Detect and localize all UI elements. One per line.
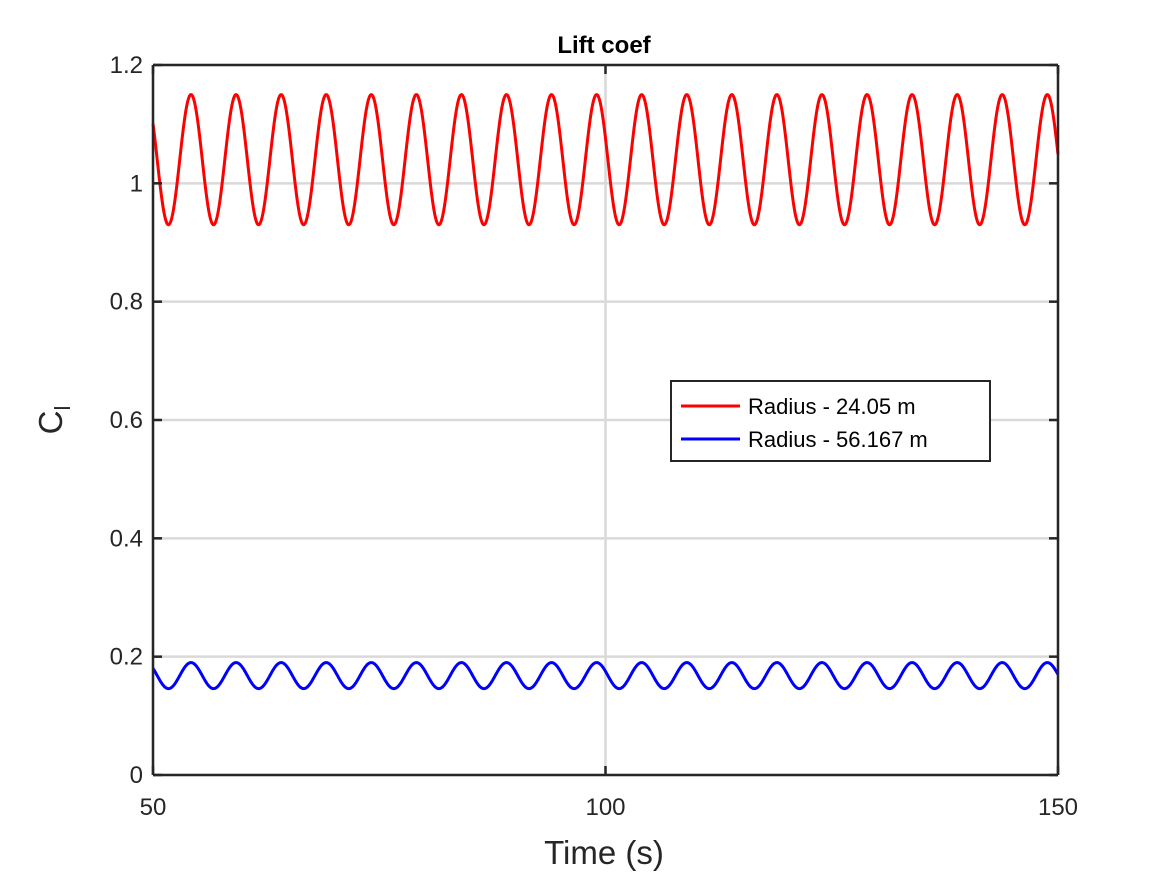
legend-label-series-2: Radius - 56.167 m bbox=[748, 427, 928, 452]
x-tick-label: 150 bbox=[1038, 794, 1078, 821]
series-layer bbox=[151, 93, 1060, 691]
x-tick-label: 100 bbox=[585, 794, 625, 821]
y-axis-label: Cl bbox=[32, 406, 75, 435]
y-tick-label: 0.6 bbox=[110, 407, 143, 434]
y-tick-label: 0 bbox=[130, 762, 143, 789]
legend: Radius - 24.05 m Radius - 56.167 m bbox=[670, 380, 991, 462]
chart-title: Lift coef bbox=[557, 32, 651, 59]
y-axis-label-main: C bbox=[32, 411, 69, 435]
tick-labels: 0 0.2 0.4 0.6 0.8 1 1.2 50 100 150 bbox=[110, 52, 1078, 821]
y-tick-label: 0.2 bbox=[110, 644, 143, 671]
y-tick-label: 0.8 bbox=[110, 289, 143, 316]
legend-label-series-1: Radius - 24.05 m bbox=[748, 394, 916, 419]
axes bbox=[151, 63, 1060, 777]
y-tick-label: 1.2 bbox=[110, 52, 143, 79]
y-axis-label-subscript: l bbox=[50, 406, 75, 411]
x-tick-label: 50 bbox=[140, 794, 167, 821]
y-tick-label: 1 bbox=[130, 170, 143, 197]
y-tick-label: 0.4 bbox=[110, 525, 143, 552]
svg-text:Cl: Cl bbox=[32, 406, 75, 435]
series-line-1 bbox=[151, 93, 1060, 227]
x-axis-label: Time (s) bbox=[544, 834, 664, 871]
series-line-2 bbox=[151, 661, 1060, 691]
legend-box bbox=[670, 380, 991, 462]
